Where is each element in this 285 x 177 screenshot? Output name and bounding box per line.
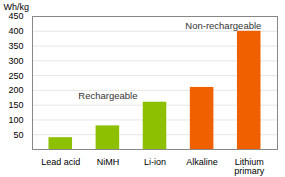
svg-text:Rechargeable: Rechargeable <box>78 90 137 101</box>
svg-text:Alkaline: Alkaline <box>186 157 218 167</box>
svg-text:Non-rechargeable: Non-rechargeable <box>185 20 261 31</box>
svg-text:400: 400 <box>8 26 23 36</box>
svg-text:Wh/kg: Wh/kg <box>4 2 30 12</box>
svg-text:300: 300 <box>8 56 23 66</box>
svg-text:NiMH: NiMH <box>97 157 120 167</box>
svg-text:100: 100 <box>8 115 23 125</box>
svg-text:250: 250 <box>8 70 23 80</box>
svg-text:Lead acid: Lead acid <box>41 157 80 167</box>
svg-text:150: 150 <box>8 100 23 110</box>
svg-text:50: 50 <box>13 130 23 140</box>
svg-text:450: 450 <box>8 11 23 21</box>
svg-text:350: 350 <box>8 41 23 51</box>
svg-text:Li-ion: Li-ion <box>144 157 166 167</box>
svg-text:Lithiumprimary: Lithiumprimary <box>234 157 265 176</box>
svg-text:200: 200 <box>8 85 23 95</box>
